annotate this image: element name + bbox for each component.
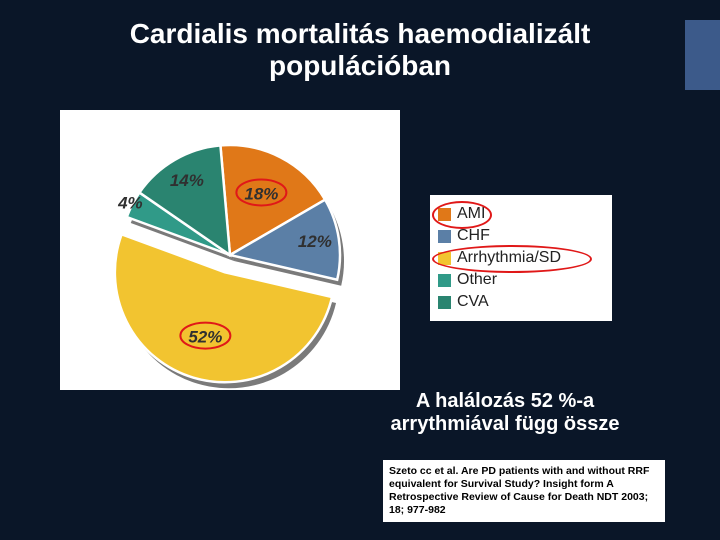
legend-label: CHF	[457, 227, 490, 245]
pie-label: 18%	[244, 184, 278, 203]
legend-swatch	[438, 274, 451, 287]
caption: A halálozás 52 %-a arrythmiával függ öss…	[320, 390, 690, 436]
caption-line1: A halálozás 52 %-a	[416, 390, 594, 412]
legend-label: Other	[457, 271, 497, 289]
pie-label: 14%	[170, 171, 204, 190]
pie-chart: 18% 12% 52% 4% 14%	[60, 110, 400, 390]
pie-label: 52%	[188, 328, 222, 347]
title-line2: populációban	[269, 50, 451, 81]
legend-item-chf: CHF	[436, 225, 606, 247]
legend-label: AMI	[457, 205, 485, 223]
legend-item-ami: AMI	[436, 203, 606, 225]
caption-line2: arrythmiával függ össze	[391, 413, 620, 435]
legend: AMI CHF Arrhythmia/SD Other CVA	[430, 195, 612, 321]
legend-item-other: Other	[436, 269, 606, 291]
title-line1: Cardialis mortalitás haemodializált	[130, 18, 591, 49]
legend-item-arrhythmia-sd: Arrhythmia/SD	[436, 247, 606, 269]
legend-label: CVA	[457, 293, 489, 311]
citation: Szeto cc et al. Are PD patients with and…	[383, 460, 665, 523]
legend-swatch	[438, 230, 451, 243]
legend-swatch	[438, 252, 451, 265]
legend-swatch	[438, 296, 451, 309]
legend-label: Arrhythmia/SD	[457, 249, 561, 267]
pie-label: 12%	[298, 232, 332, 251]
legend-swatch	[438, 208, 451, 221]
slide-title: Cardialis mortalitás haemodializált popu…	[0, 18, 720, 82]
pie-label: 4%	[117, 193, 143, 212]
legend-item-cva: CVA	[436, 291, 606, 313]
